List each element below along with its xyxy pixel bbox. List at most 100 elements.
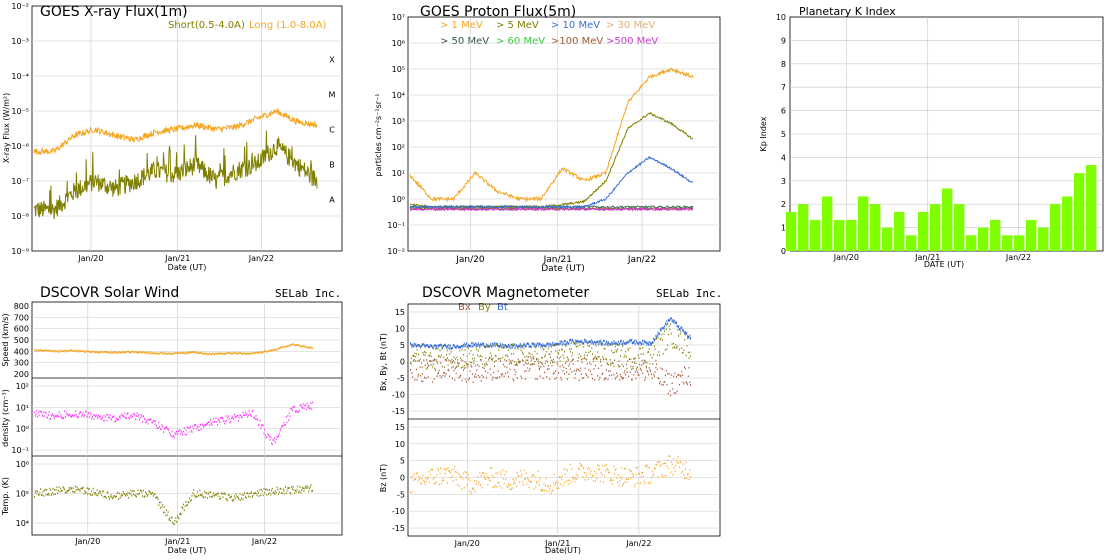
wind-speed-tick-label: 700 [14, 313, 29, 322]
wind-density-tick-label: 10¹ [16, 403, 29, 412]
proton-y-tick-label: 10³ [392, 117, 405, 126]
wind-speed-tick-label: 600 [14, 325, 29, 334]
kp-bar [930, 204, 941, 251]
xray-x-tick-label: Jan/21 [164, 254, 190, 263]
xray-y-tick-label: 10⁻⁷ [11, 177, 29, 186]
proton-legend-entry: >100 MeV [551, 36, 603, 47]
kp-y-tick-label: 9 [781, 36, 786, 45]
kp-x-tick-label: Jan/20 [833, 253, 859, 262]
proton-y-tick-label: 10⁴ [392, 91, 405, 100]
wind-density-tick-label: 10⁰ [16, 425, 29, 434]
proton-legend-entry: >500 MeV [606, 36, 658, 47]
wind-plot-frame [31, 301, 343, 536]
proton-1mev-series [409, 67, 694, 203]
mag-legend-bt: Bt [497, 302, 508, 313]
proton-legend-entry: > 10 MeV [551, 20, 600, 31]
kp-title: Planetary K Index [799, 5, 896, 18]
xray-y-tick-label: 10⁻⁵ [11, 107, 29, 116]
mag-x-tick-label: Jan/21 [544, 539, 570, 548]
wind-temp-label: Temp. (K) [1, 477, 10, 516]
proton-y-tick-label: 10⁶ [392, 39, 405, 48]
mag-top-tick-label: -15 [392, 407, 405, 416]
xray-x-axis-label: Date (UT) [168, 263, 207, 272]
proton-x-tick-label: Jan/22 [627, 255, 656, 265]
mag-bottom-tick-label: -10 [392, 507, 405, 516]
kp-bar [1038, 227, 1049, 251]
wind-grid [32, 302, 342, 535]
mag-legend-by: By [478, 302, 491, 313]
mag-top-axis-label: Bx, By, Bt (nT) [379, 333, 388, 391]
kp-bar [882, 227, 893, 251]
kp-y-tick-label: 8 [781, 60, 786, 69]
proton-legend-entry: > 5 MeV [496, 20, 539, 31]
proton-x-axis-label: Date (UT) [541, 264, 584, 274]
wind-temp-tick-label: 10⁴ [16, 519, 29, 528]
proton-legend-entry: > 1 MeV [440, 20, 483, 31]
xray-y-tick-label: 10⁻⁶ [11, 142, 29, 151]
kp-bar [966, 235, 977, 251]
xray-grid [32, 6, 342, 251]
kp-bar [978, 227, 989, 251]
xray-x-ticks: Jan/20 Jan/21 Jan/22 [77, 254, 274, 263]
proton-500mev-series [409, 206, 694, 212]
kp-bar [1074, 173, 1085, 251]
xray-plot-frame [31, 5, 343, 252]
mag-legend-bx: Bx [458, 302, 471, 313]
proton-x-ticks: Jan/20 Jan/21 Jan/22 [455, 255, 656, 265]
wind-x-tick-label: Jan/20 [74, 537, 100, 546]
wind-density-tick-label: 10⁻¹ [11, 446, 29, 455]
wind-temp-tick-label: 10⁶ [16, 460, 29, 469]
proton-panel: GOES Proton Flux(5m) > 1 MeV > 5 MeV > 10 … [374, 4, 721, 274]
proton-y-ticks: 10⁷ 10⁶ 10⁵ 10⁴ 10³ 10² 10¹ 10⁰ 10⁻¹ 10⁻² [387, 13, 405, 256]
kp-bar [1062, 196, 1073, 251]
kp-y-axis-label: Kp Index [759, 116, 768, 151]
proton-y-tick-label: 10⁷ [392, 13, 405, 22]
mag-x-tick-label: Jan/22 [625, 539, 651, 548]
kp-bar [1026, 219, 1037, 251]
mag-title: DSCOVR Magnetometer [422, 285, 589, 301]
wind-speed-tick-label: 300 [14, 359, 29, 368]
kp-x-tick-label: Jan/22 [1005, 253, 1031, 262]
mag-bottom-tick-label: 15 [395, 423, 405, 432]
kp-bar [870, 204, 881, 251]
proton-x-tick-label: Jan/20 [455, 255, 485, 265]
kp-bar [810, 219, 821, 251]
xray-flare-classes: X M C B A [329, 56, 336, 205]
proton-legend: > 1 MeV > 5 MeV > 10 MeV > 30 MeV > 50 MeV > … [440, 20, 658, 47]
xray-series [33, 108, 318, 220]
kp-x-axis-label: DATE (UT) [924, 260, 964, 269]
xray-x-tick-label: Jan/22 [248, 254, 274, 263]
wind-density-points [34, 401, 313, 446]
proton-5mev-series [409, 112, 694, 210]
kp-bar [906, 235, 917, 251]
proton-y-tick-label: 10⁻¹ [387, 221, 405, 230]
wind-y-ticks: 800 700 600 500 400 300 200 10² 10¹ 10⁰ 10⁻¹ 10⁶ 10⁵… [11, 302, 29, 528]
mag-top-tick-label: 0 [400, 358, 405, 367]
kp-bar [1002, 235, 1013, 251]
kp-bar [1086, 165, 1097, 251]
mag-x-axis-label: Date(UT) [545, 546, 581, 555]
wind-temp-tick-label: 10⁵ [16, 490, 29, 499]
xray-legend-long: Long (1.0-8.0A) [249, 20, 327, 31]
proton-10mev-series [409, 156, 694, 210]
kp-bar [834, 219, 845, 251]
kp-bar [954, 204, 965, 251]
mag-top-tick-label: -5 [397, 374, 405, 383]
xray-short-series [33, 130, 318, 220]
kp-bar [1050, 204, 1061, 251]
kp-y-tick-label: 7 [781, 83, 786, 92]
mag-top-tick-label: -10 [392, 391, 405, 400]
mag-x-tick-label: Jan/20 [454, 539, 480, 548]
xray-long-series [33, 108, 318, 155]
xray-class-label: M [329, 91, 336, 100]
xray-legend-short: Short(0.5-4.0A) [168, 20, 245, 31]
wind-speed-points [34, 343, 313, 356]
wind-x-axis-label: Date (UT) [168, 546, 207, 555]
mag-plot-frame [407, 303, 721, 537]
mag-bottom-axis-label: Bz (nT) [379, 464, 388, 492]
mag-brand: SELab Inc. [656, 287, 722, 300]
wind-series [34, 343, 313, 526]
mag-bottom-tick-label: 10 [395, 440, 405, 449]
xray-y-ticks: 10⁻² 10⁻³ 10⁻⁴ 10⁻⁵ 10⁻⁶ 10⁻⁷ 10⁻⁸ 10⁻⁹ [11, 2, 29, 256]
wind-temp-points [34, 484, 313, 526]
